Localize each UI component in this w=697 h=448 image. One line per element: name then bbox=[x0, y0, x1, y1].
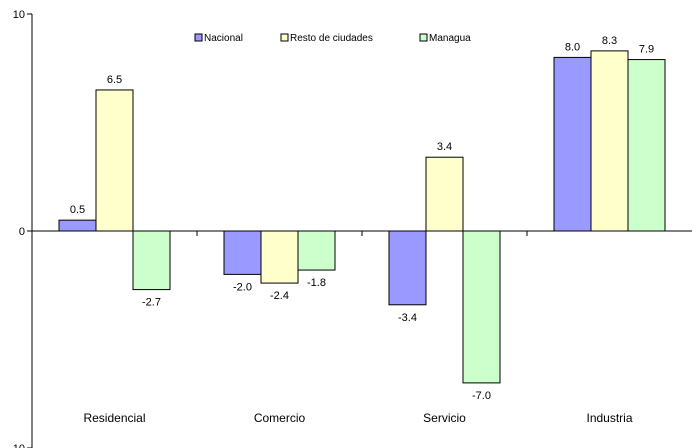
bar-servicio-resto-de-ciudades bbox=[425, 156, 464, 232]
bar-servicio-nacional bbox=[388, 230, 427, 306]
y-tick-label: -10 bbox=[9, 443, 25, 448]
data-label: 7.9 bbox=[639, 44, 654, 56]
bars bbox=[58, 50, 666, 384]
bar-industria-resto-de-ciudades bbox=[590, 50, 629, 232]
legend-label: Nacional bbox=[204, 33, 243, 44]
legend: Nacional Resto de ciudades Managua bbox=[194, 33, 471, 44]
legend-label: Resto de ciudades bbox=[290, 33, 373, 44]
bar-comercio-nacional bbox=[223, 230, 262, 275]
category-label-industria: Industria bbox=[586, 411, 632, 425]
data-label: 3.4 bbox=[437, 141, 452, 153]
data-label: -2.7 bbox=[142, 297, 161, 309]
data-label: 6.5 bbox=[107, 74, 122, 86]
y-tick-label: 10 bbox=[13, 9, 25, 21]
legend-swatch bbox=[194, 33, 203, 42]
bar-industria-nacional bbox=[553, 56, 592, 232]
data-label: 0.5 bbox=[70, 204, 85, 216]
bar-residencial-managua bbox=[132, 230, 171, 291]
data-label: -7.0 bbox=[472, 390, 491, 402]
data-label: -3.4 bbox=[398, 312, 417, 324]
data-label: -2.0 bbox=[233, 281, 252, 293]
legend-label: Managua bbox=[429, 33, 471, 44]
data-label: -1.8 bbox=[307, 277, 326, 289]
data-label: 8.0 bbox=[565, 41, 580, 53]
legend-swatch bbox=[280, 33, 289, 42]
bar-industria-managua bbox=[627, 59, 666, 232]
bar-servicio-managua bbox=[462, 230, 501, 384]
category-label-comercio: Comercio bbox=[254, 411, 306, 425]
y-tick-label: 0 bbox=[19, 226, 25, 238]
legend-swatch bbox=[419, 33, 428, 42]
category-label-residencial: Residencial bbox=[83, 411, 145, 425]
bar-residencial-nacional bbox=[58, 219, 97, 232]
data-label: 8.3 bbox=[602, 35, 617, 47]
category-labels: Residencial Comercio Servicio Industria bbox=[83, 411, 632, 425]
value-labels: 0.5 6.5 -2.7 -2.0 -2.4 -1.8 -3.4 3.4 -7.0 8.0 8.3 7… bbox=[70, 35, 654, 402]
category-label-servicio: Servicio bbox=[423, 411, 466, 425]
bar-residencial-resto-de-ciudades bbox=[95, 89, 134, 232]
data-label: -2.4 bbox=[270, 290, 289, 302]
bar-comercio-resto-de-ciudades bbox=[260, 230, 299, 284]
bar-comercio-managua bbox=[297, 230, 336, 271]
